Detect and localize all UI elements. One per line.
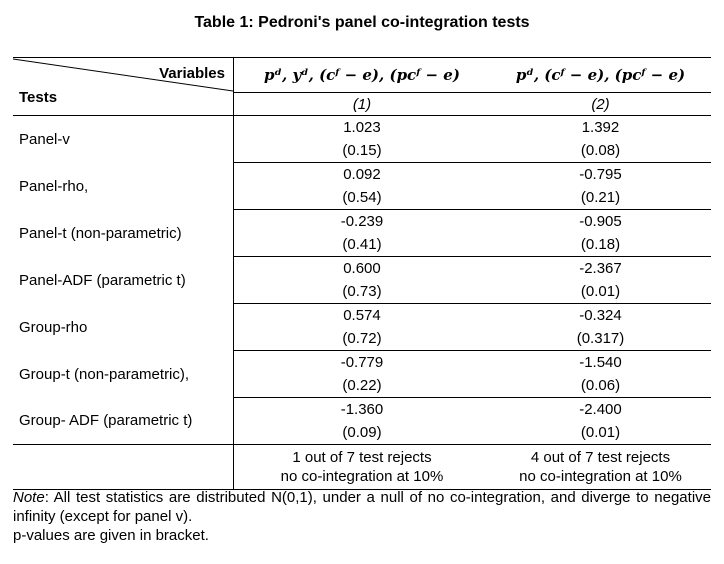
col2-pvalue: (0.317) <box>576 330 625 347</box>
table-note: Note: All test statistics are distribute… <box>13 488 711 545</box>
col1-pvalue: (0.41) <box>342 236 382 253</box>
col1-estimate: 0.600 <box>233 256 490 280</box>
table-row: Group- ADF (parametric t) -1.360 -2.400 <box>13 397 711 445</box>
col2-estimate: 1.392 <box>581 119 620 136</box>
table-row: Panel-ADF (parametric t) 0.600 -2.367 <box>13 256 711 304</box>
table-row-pvalues: (0.09) (0.01) <box>13 421 711 445</box>
table-row: Panel-t (non-parametric) -0.239 -0.905 <box>13 209 711 257</box>
table-row-pvalues: (0.73) (0.01) <box>13 280 711 304</box>
col2-estimate: -2.400 <box>489 397 711 421</box>
table-row: Group-t (non-parametric), -0.779 -1.540 <box>13 350 711 398</box>
col1-pvalue: (0.22) <box>342 377 382 394</box>
col2-estimate: -1.540 <box>489 350 711 374</box>
summary-row: 1 out of 7 test rejects no co-integration… <box>13 444 711 490</box>
summary-line2: no co-integration at 10% <box>519 468 682 485</box>
summary-line1: 1 out of 7 test rejects <box>292 449 432 466</box>
summary-col2: 4 out of 7 test rejects no co-integration… <box>489 444 711 490</box>
col1-pvalue: (0.15) <box>342 142 382 159</box>
table-row-pvalues: (0.72) (0.317) <box>13 327 711 351</box>
table-row: Panel-rho, 0.092 -0.795 <box>13 162 711 210</box>
table-row: Group-rho 0.574 -0.324 <box>13 303 711 351</box>
summary-line2: no co-integration at 10% <box>280 468 444 485</box>
table-row-pvalues: (0.54) (0.21) <box>13 186 711 210</box>
cointegration-table: Variables Tests pᵈ, yᵈ, (cᶠ − e), (pcᶠ −… <box>13 57 711 490</box>
col1-estimate: -0.239 <box>233 209 490 233</box>
col1-estimate: 0.574 <box>233 303 490 327</box>
table-title: Table 1: Pedroni's panel co-integration … <box>194 14 530 31</box>
col2-pvalue: (0.06) <box>580 377 621 394</box>
table-row-pvalues: (0.41) (0.18) <box>13 233 711 257</box>
col1-number: (1) <box>352 95 372 113</box>
col1-pvalue: (0.09) <box>342 424 382 441</box>
header-corner-cell: Variables Tests <box>13 57 234 116</box>
col1-pvalue: (0.73) <box>342 283 382 300</box>
col2-pvalue: (0.08) <box>580 142 621 159</box>
test-name: Panel-rho, <box>13 162 234 210</box>
col1-pvalue: (0.72) <box>342 330 382 347</box>
table-row-pvalues: (0.15) (0.08) <box>13 139 711 163</box>
test-name: Panel-v <box>13 115 234 163</box>
test-name: Panel-t (non-parametric) <box>13 209 234 257</box>
header-row-nums: (1) (2) <box>13 93 711 116</box>
summary-line1: 4 out of 7 test rejects <box>530 449 671 466</box>
col1-estimate: 1.023 <box>343 119 381 136</box>
col1-variables-header: pᵈ, yᵈ, (cᶠ − e), (pcᶠ − e) <box>233 57 490 93</box>
col1-estimate: -0.779 <box>233 350 490 374</box>
col2-pvalue: (0.01) <box>580 283 621 300</box>
table-row: Panel-v 1.023 1.392 <box>13 115 711 163</box>
header-row-vars: Variables Tests pᵈ, yᵈ, (cᶠ − e), (pcᶠ −… <box>13 57 711 116</box>
col2-estimate: -0.324 <box>489 303 711 327</box>
col1-estimate: 0.092 <box>233 162 490 186</box>
note-label: Note <box>13 489 45 506</box>
note-text: : All test statistics are distributed N(… <box>13 489 711 525</box>
col2-estimate: -0.905 <box>489 209 711 233</box>
col2-number: (2) <box>591 95 610 113</box>
col2-estimate: -2.367 <box>489 256 711 280</box>
col2-estimate: -0.795 <box>489 162 711 186</box>
col2-pvalue: (0.21) <box>580 189 621 206</box>
summary-col1: 1 out of 7 test rejects no co-integration… <box>233 444 490 490</box>
col2-variables-header: pᵈ, (cᶠ − e), (pcᶠ − e) <box>489 57 711 93</box>
note-pvalues: p-values are given in bracket. <box>13 527 209 544</box>
col1-estimate: -1.360 <box>233 397 490 421</box>
table-row-pvalues: (0.22) (0.06) <box>13 374 711 398</box>
tests-label: Tests <box>19 89 58 106</box>
test-name: Group- ADF (parametric t) <box>13 397 234 445</box>
variables-label: Variables <box>159 65 225 82</box>
col1-pvalue: (0.54) <box>342 189 382 206</box>
col2-pvalue: (0.18) <box>580 236 621 253</box>
test-name: Panel-ADF (parametric t) <box>13 256 234 304</box>
summary-blank-cell <box>13 444 234 490</box>
col2-pvalue: (0.01) <box>580 424 621 441</box>
test-name: Group-rho <box>13 303 234 351</box>
test-name: Group-t (non-parametric), <box>13 350 234 398</box>
diagonal-divider <box>13 58 233 92</box>
